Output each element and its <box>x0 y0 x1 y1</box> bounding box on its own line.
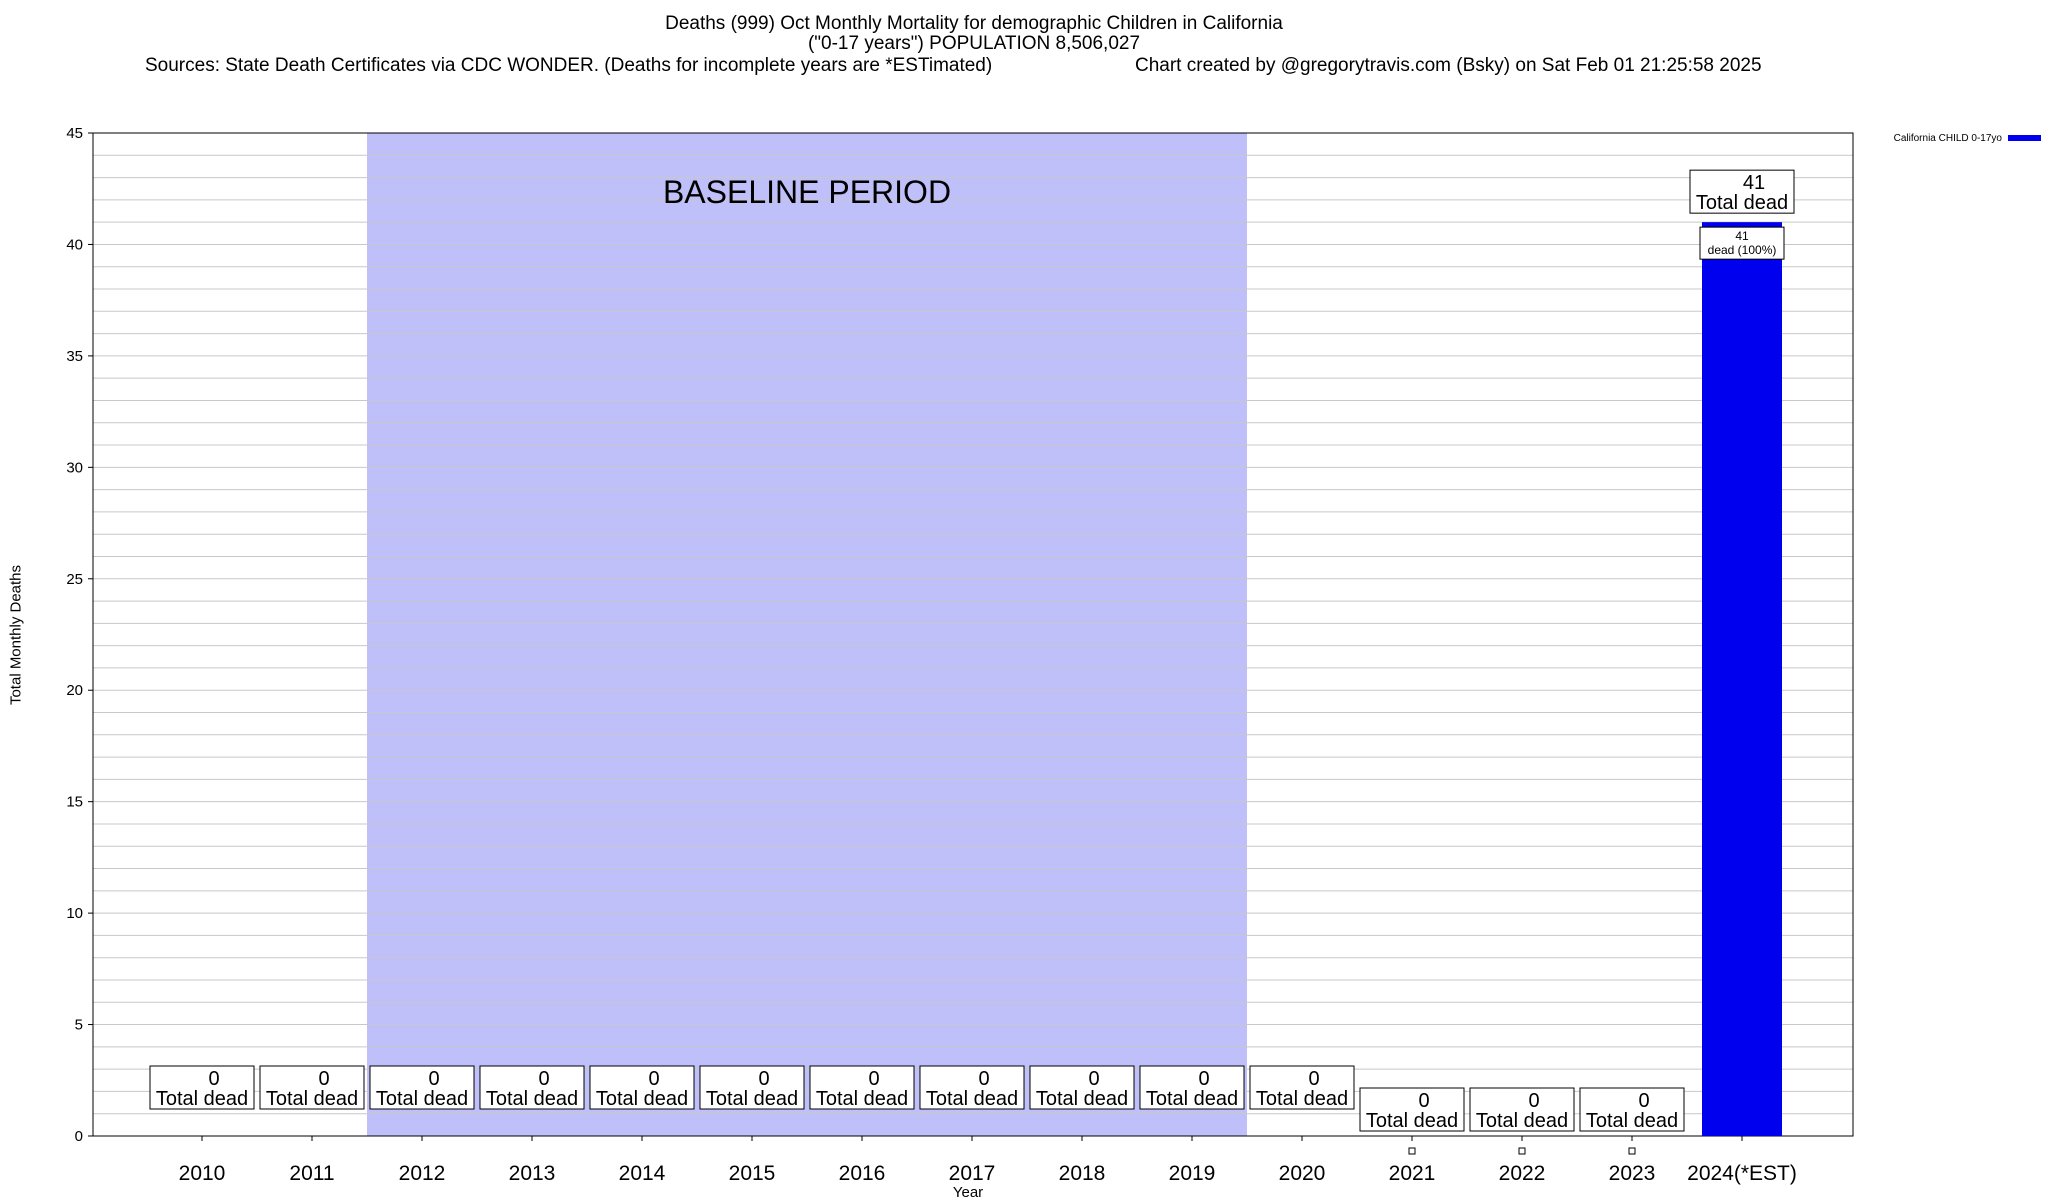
y-axis-label: Total Monthly Deaths <box>7 564 25 706</box>
total-dead-value: 0 <box>1308 1068 1319 1090</box>
total-dead-value: 0 <box>648 1068 659 1090</box>
total-dead-label-box <box>1139 1065 1245 1110</box>
total-dead-value: 0 <box>868 1068 879 1090</box>
total-dead-text: Total dead <box>816 1088 908 1110</box>
total-dead-value: 0 <box>1198 1068 1209 1090</box>
total-dead-text: Total dead <box>1476 1110 1568 1132</box>
x-tick-label: 2020 <box>1279 1162 1326 1185</box>
x-tick-label: 2013 <box>509 1162 556 1185</box>
total-dead-text: Total dead <box>596 1088 688 1110</box>
baseline-period-label: BASELINE PERIOD <box>663 174 951 210</box>
total-dead-label-box <box>1579 1087 1685 1132</box>
total-dead-text: Total dead <box>926 1088 1018 1110</box>
chart-sources: Sources: State Death Certificates via CD… <box>145 55 993 76</box>
y-tick-label: 40 <box>66 236 83 253</box>
total-dead-label-box <box>479 1065 585 1110</box>
y-tick-label: 0 <box>75 1128 83 1145</box>
bar-inner-label-text: dead (100%) <box>1708 243 1777 257</box>
y-tick-label: 10 <box>66 905 83 922</box>
total-dead-value: 0 <box>758 1068 769 1090</box>
total-dead-label-box <box>1249 1065 1355 1110</box>
bar-inner-label-box <box>1699 226 1785 260</box>
x-axis-label: Year <box>953 1184 983 1200</box>
total-dead-value: 0 <box>1528 1090 1539 1112</box>
total-dead-text: Total dead <box>1036 1088 1128 1110</box>
total-dead-label-box <box>809 1065 915 1110</box>
total-dead-text: Total dead <box>266 1088 358 1110</box>
chart-title-line-2: ("0-17 years") POPULATION 8,506,027 <box>807 33 1141 54</box>
total-dead-value: 0 <box>318 1068 329 1090</box>
total-dead-label-box <box>369 1065 475 1110</box>
x-tick-label: 2021 <box>1389 1162 1436 1185</box>
y-tick-label: 25 <box>66 571 83 588</box>
total-dead-text: Total dead <box>1256 1088 1348 1110</box>
chart-title-line-1: Deaths (999) Oct Monthly Mortality for d… <box>665 13 1283 34</box>
bar-inner-label-value: 41 <box>1735 229 1749 243</box>
chart-credit: Chart created by @gregorytravis.com (Bsk… <box>1135 55 1762 76</box>
total-dead-text: Total dead <box>1366 1110 1458 1132</box>
x-tick-label: 2016 <box>839 1162 886 1185</box>
bar <box>1702 222 1782 1137</box>
total-dead-label-box <box>589 1065 695 1110</box>
total-dead-text: Total dead <box>156 1088 248 1110</box>
total-dead-value: 0 <box>428 1068 439 1090</box>
zero-marker <box>1408 1147 1416 1155</box>
total-dead-value: 0 <box>978 1068 989 1090</box>
x-tick-label: 2012 <box>399 1162 446 1185</box>
total-dead-value: 41 <box>1743 172 1765 194</box>
total-dead-text: Total dead <box>1586 1110 1678 1132</box>
total-dead-text: Total dead <box>1146 1088 1238 1110</box>
total-dead-label-box <box>149 1065 255 1110</box>
total-dead-value: 0 <box>1638 1090 1649 1112</box>
x-tick-label: 2023 <box>1609 1162 1656 1185</box>
plot-frame <box>92 132 1854 1137</box>
legend-entry-label: California CHILD 0-17yo <box>1894 133 2003 144</box>
total-dead-value: 0 <box>538 1068 549 1090</box>
total-dead-label-box <box>1029 1065 1135 1110</box>
total-dead-label-box <box>1359 1087 1465 1132</box>
y-tick-label: 20 <box>66 682 83 699</box>
total-dead-text: Total dead <box>486 1088 578 1110</box>
y-tick-label: 15 <box>66 794 83 811</box>
total-dead-label-box <box>259 1065 365 1110</box>
y-tick-label: 35 <box>66 348 83 365</box>
y-tick-label: 5 <box>75 1017 83 1034</box>
total-dead-text: Total dead <box>376 1088 468 1110</box>
zero-marker <box>1518 1147 1526 1155</box>
total-dead-value: 0 <box>1418 1090 1429 1112</box>
x-tick-label: 2017 <box>949 1162 996 1185</box>
x-tick-label: 2011 <box>289 1162 334 1185</box>
total-dead-value: 0 <box>208 1068 219 1090</box>
y-tick-label: 45 <box>66 125 83 142</box>
x-tick-label: 2022 <box>1499 1162 1546 1185</box>
total-dead-value: 0 <box>1088 1068 1099 1090</box>
legend-entry-swatch <box>2008 135 2041 141</box>
total-dead-label-box <box>699 1065 805 1110</box>
total-dead-text: Total dead <box>706 1088 798 1110</box>
x-tick-label: 2018 <box>1059 1162 1106 1185</box>
total-dead-label-box <box>1469 1087 1575 1132</box>
x-tick-label: 2024(*EST) <box>1687 1162 1797 1185</box>
x-tick-label: 2010 <box>179 1162 226 1185</box>
baseline-period-band <box>367 133 1247 1136</box>
zero-marker <box>1628 1147 1636 1155</box>
total-dead-label-box <box>1689 169 1795 214</box>
x-tick-label: 2015 <box>729 1162 776 1185</box>
x-tick-label: 2014 <box>619 1162 666 1185</box>
x-tick-label: 2019 <box>1169 1162 1216 1185</box>
total-dead-label-box <box>919 1065 1025 1110</box>
y-tick-label: 30 <box>66 459 83 476</box>
total-dead-text: Total dead <box>1696 192 1788 214</box>
